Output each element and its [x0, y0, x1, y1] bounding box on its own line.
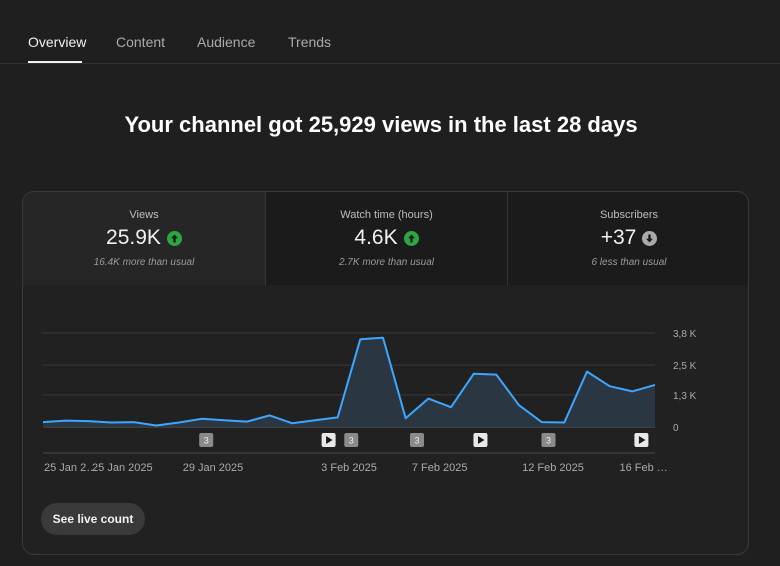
marker-count: 3	[546, 436, 551, 446]
stat-value-row: 4.6K	[266, 226, 507, 250]
stat-label: Subscribers	[599, 209, 659, 221]
y-tick-label: 0	[673, 423, 679, 434]
y-tick-label: 2,5 K	[673, 361, 697, 372]
stat-value: 25.9K	[106, 226, 161, 249]
x-tick-label: 29 Jan 2025	[183, 462, 244, 474]
tab-trends[interactable]: Trends	[288, 34, 332, 50]
tab-audience[interactable]: Audience	[197, 34, 256, 50]
stat-value: 4.6K	[354, 226, 398, 249]
see-live-count-button[interactable]: See live count	[41, 503, 145, 535]
x-tick-label: 25 Jan 2025	[92, 462, 153, 474]
stats-row: Views 25.9K 16.4K more than usual Watch …	[23, 192, 748, 285]
stat-views[interactable]: Views 25.9K 16.4K more than usual	[23, 192, 265, 285]
play-icon	[477, 436, 485, 444]
stat-value-row: +37	[508, 226, 748, 250]
marker-count: 3	[349, 436, 354, 446]
tab-content[interactable]: Content	[116, 34, 166, 50]
stat-comparison: 2.7K more than usual	[338, 257, 435, 268]
marker-count: 3	[204, 436, 209, 446]
x-tick-label: 7 Feb 2025	[412, 462, 468, 474]
stat-comparison: 16.4K more than usual	[93, 257, 195, 268]
views-area	[43, 337, 655, 427]
x-tick-label: 16 Feb …	[620, 462, 668, 474]
stat-comparison: 6 less than usual	[591, 257, 667, 268]
upload-marker-icon	[410, 433, 424, 447]
stat-subscribers[interactable]: Subscribers +37 6 less than usual	[507, 192, 748, 285]
stat-value-row: 25.9K	[23, 226, 265, 250]
y-tick-label: 1,3 K	[673, 391, 697, 402]
stat-watch-time[interactable]: Watch time (hours) 4.6K 2.7K more than u…	[265, 192, 507, 285]
x-tick-label: 25 Jan 2…	[44, 462, 97, 474]
arrow-up-icon	[166, 230, 182, 246]
arrow-down-icon	[642, 230, 658, 246]
views-chart: 3,8 K 2,5 K 1,3 K 0 3 3 3 3 25 Jan 2…25 Jan 2025…	[42, 329, 697, 474]
upload-marker-icon	[541, 433, 556, 447]
stat-label: Views	[129, 209, 159, 221]
y-tick-label: 3,8 K	[673, 329, 697, 340]
page-title: Your channel got 25,929 views in the las…	[124, 112, 638, 137]
analytics-card: Views 25.9K 16.4K more than usual Watch …	[22, 191, 749, 555]
upload-marker-icon	[199, 433, 214, 447]
upload-marker-icon	[344, 433, 359, 447]
active-tab-indicator	[28, 61, 82, 63]
stat-value: +37	[600, 226, 637, 249]
arrow-up-icon	[403, 230, 419, 246]
stat-label: Watch time (hours)	[340, 209, 433, 221]
views-line	[42, 336, 656, 427]
play-icon	[326, 436, 333, 444]
x-tick-label: 3 Feb 2025	[321, 462, 377, 474]
play-icon	[638, 436, 646, 444]
tab-overview[interactable]: Overview	[28, 34, 87, 50]
tab-bar: Overview Content Audience Trends	[0, 0, 780, 64]
marker-count: 3	[414, 436, 419, 446]
x-tick-label: 12 Feb 2025	[522, 462, 584, 474]
